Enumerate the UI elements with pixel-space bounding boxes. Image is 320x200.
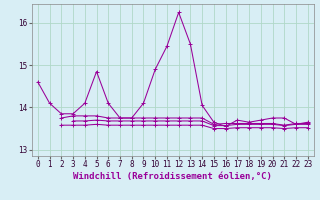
X-axis label: Windchill (Refroidissement éolien,°C): Windchill (Refroidissement éolien,°C) bbox=[73, 172, 272, 181]
